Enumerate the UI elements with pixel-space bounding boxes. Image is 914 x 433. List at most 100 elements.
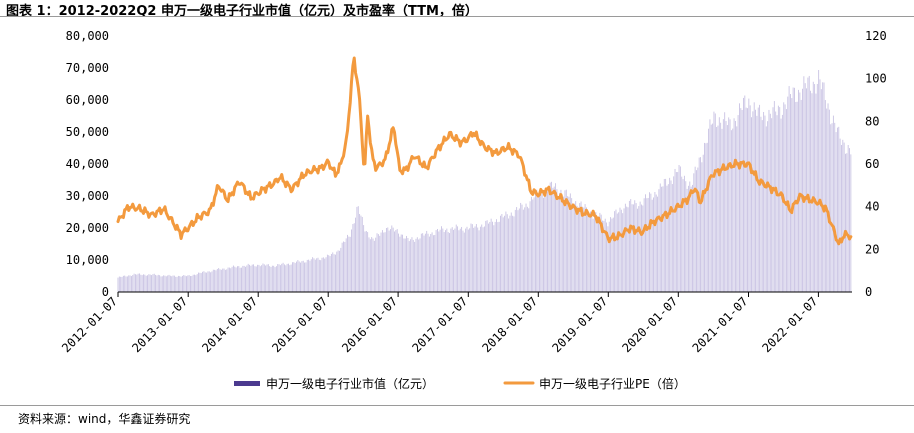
bar <box>584 204 586 292</box>
bar <box>626 206 628 292</box>
bar <box>544 191 546 292</box>
bar <box>740 108 742 292</box>
bar <box>176 276 178 292</box>
bar <box>834 122 836 292</box>
bar <box>651 199 653 292</box>
bar <box>588 213 590 292</box>
bar <box>564 190 566 292</box>
bar <box>792 87 794 292</box>
bar <box>725 121 727 292</box>
bar <box>706 142 708 292</box>
bar <box>263 264 265 292</box>
bar <box>760 116 762 293</box>
bar <box>458 230 460 292</box>
bar <box>403 238 405 292</box>
bar <box>743 97 744 293</box>
x-tick-label: 2015-01-07 <box>269 294 330 355</box>
bar <box>325 257 327 292</box>
bar <box>228 267 230 292</box>
bar <box>137 273 139 292</box>
bar <box>271 265 273 292</box>
bar <box>763 111 765 292</box>
bar <box>337 250 339 292</box>
bar <box>455 224 457 292</box>
bar <box>575 201 577 292</box>
bar <box>369 239 371 292</box>
bar <box>122 275 124 292</box>
bar <box>130 276 132 292</box>
bar <box>383 232 385 292</box>
bar <box>733 118 735 293</box>
bar <box>751 117 752 292</box>
bar <box>610 217 612 292</box>
bar <box>402 234 403 292</box>
bar <box>790 94 791 292</box>
bar <box>281 263 283 292</box>
bar <box>141 275 143 292</box>
bar <box>522 209 524 292</box>
bar <box>164 275 166 292</box>
bar <box>849 148 850 292</box>
bar <box>211 271 213 292</box>
bar <box>777 105 779 292</box>
bar <box>753 102 755 292</box>
bar <box>822 82 824 292</box>
bar <box>493 225 495 292</box>
bar <box>619 207 621 292</box>
bar <box>469 228 471 292</box>
bar <box>445 230 446 292</box>
bar <box>136 274 138 292</box>
bar <box>795 101 797 293</box>
bar <box>818 70 820 292</box>
x-tick-label: 2012-01-07 <box>59 294 120 355</box>
bar <box>253 264 255 292</box>
y-right-tick-label: 60 <box>865 157 879 171</box>
bar <box>794 87 795 292</box>
bar <box>451 227 453 292</box>
bar <box>230 268 232 292</box>
bar <box>449 233 450 292</box>
bar <box>767 121 769 292</box>
bar <box>492 221 493 292</box>
bar <box>779 107 781 292</box>
bar <box>524 207 526 292</box>
bar <box>355 217 357 292</box>
bar <box>675 172 677 292</box>
bar <box>330 253 332 292</box>
bar <box>149 274 151 292</box>
bar <box>717 125 719 292</box>
bar <box>718 117 720 292</box>
bar <box>721 128 723 292</box>
bar <box>343 241 344 292</box>
bar <box>713 111 715 292</box>
bar <box>692 184 693 292</box>
bar <box>381 230 383 292</box>
bar <box>196 274 198 292</box>
bar <box>394 231 395 292</box>
bar <box>627 207 629 292</box>
bar <box>333 254 335 292</box>
bar <box>157 274 159 292</box>
legend-label-market-cap: 申万一级电子行业市值（亿元） <box>266 376 434 391</box>
bar <box>361 216 363 292</box>
bar <box>741 109 743 292</box>
bar <box>615 209 617 292</box>
bar <box>435 230 437 292</box>
bar <box>838 126 840 292</box>
bar <box>846 153 848 292</box>
bar <box>147 275 148 292</box>
bar <box>823 82 825 292</box>
bar <box>437 228 438 292</box>
bar <box>673 176 675 292</box>
bar <box>539 193 540 292</box>
bar <box>798 89 799 292</box>
bar <box>577 208 579 292</box>
bar <box>224 269 226 292</box>
bar <box>494 221 496 292</box>
bar <box>420 233 422 292</box>
bar <box>521 204 523 292</box>
bar <box>485 220 487 292</box>
bar <box>669 177 671 292</box>
bar <box>812 81 814 293</box>
bar <box>161 276 163 292</box>
